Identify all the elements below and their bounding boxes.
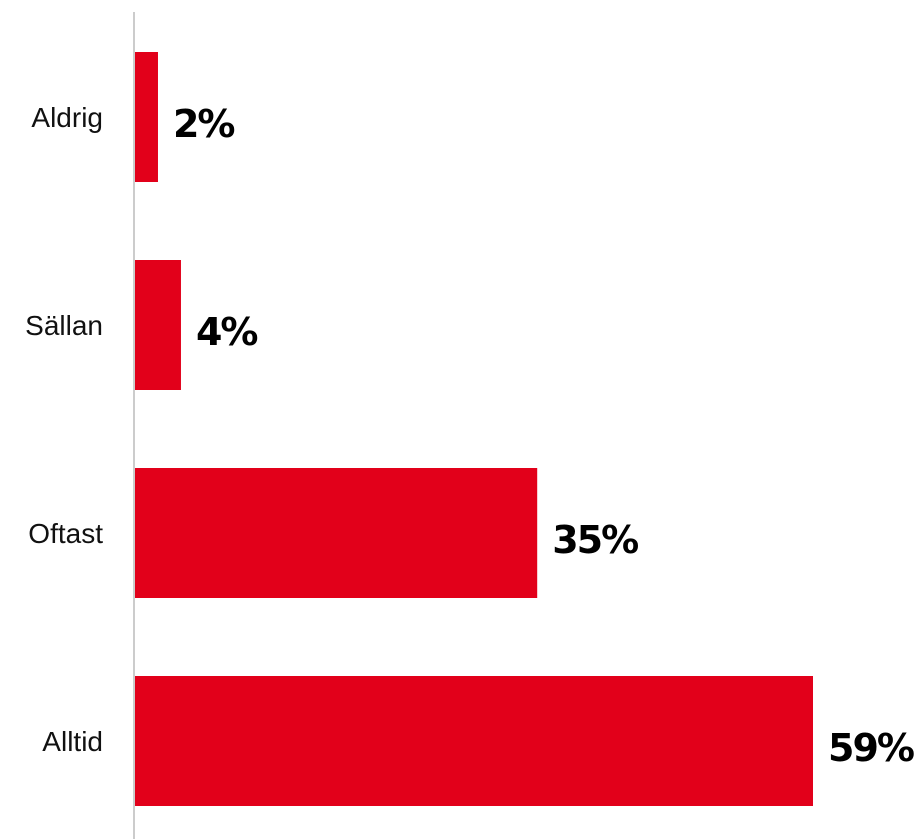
value-label: 2% [173,102,234,146]
category-label: Oftast [28,518,103,549]
value-label: 4% [196,310,257,354]
bar-sällan [135,260,181,390]
category-labels-group: Aldrig Sällan Oftast Alltid [25,102,103,757]
value-labels-group: 2% 4% 35% 59% [173,102,916,770]
bars-group [135,52,813,806]
bar-aldrig [135,52,158,182]
category-label: Alltid [42,726,103,757]
bar-alltid [135,676,813,806]
value-label: 59% [828,726,914,770]
value-label: 35% [552,518,638,562]
category-label: Aldrig [31,102,103,133]
category-label: Sällan [25,310,103,341]
bar-oftast [135,468,538,598]
